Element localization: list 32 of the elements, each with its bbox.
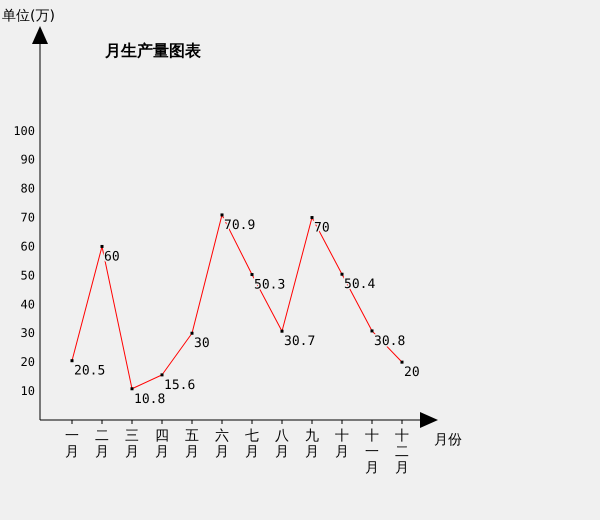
x-tick-label: 十二月 <box>395 428 409 476</box>
x-tick-label: 三月 <box>125 428 139 460</box>
y-tick-label: 10 <box>20 384 35 398</box>
x-tick-label: 九月 <box>305 428 319 460</box>
x-tick-label: 二月 <box>95 428 109 460</box>
y-tick-label: 100 <box>13 124 35 138</box>
data-label: 15.6 <box>164 378 196 393</box>
x-tick-label: 八月 <box>275 428 289 460</box>
x-tick-label: 五月 <box>185 428 199 460</box>
data-label: 10.8 <box>134 392 166 407</box>
y-tick-label: 30 <box>20 326 35 340</box>
y-tick-label: 20 <box>20 355 35 370</box>
y-tick-label: 90 <box>20 152 35 167</box>
x-tick-label: 六月 <box>215 428 229 460</box>
data-label: 60 <box>104 249 120 264</box>
data-label: 20 <box>404 365 420 380</box>
data-label: 30 <box>194 336 210 352</box>
data-label: 30.7 <box>284 334 316 350</box>
chart-title: 月生产量图表 <box>104 41 202 60</box>
y-tick-label: 70 <box>20 210 35 225</box>
x-tick-label: 一月 <box>65 428 79 460</box>
y-tick-label: 40 <box>20 297 35 312</box>
x-tick-label: 七月 <box>245 428 259 460</box>
x-tick-label: 十一月 <box>365 428 379 476</box>
y-tick-label: 60 <box>20 239 35 254</box>
y-axis-title: 单位(万) <box>2 8 55 24</box>
x-axis-title: 月份 <box>434 432 462 448</box>
y-tick-label: 80 <box>20 182 35 196</box>
x-tick-label: 四月 <box>155 428 169 460</box>
data-label: 20.5 <box>74 364 106 379</box>
x-tick-label: 十月 <box>335 428 349 460</box>
y-tick-label: 50 <box>20 268 35 282</box>
